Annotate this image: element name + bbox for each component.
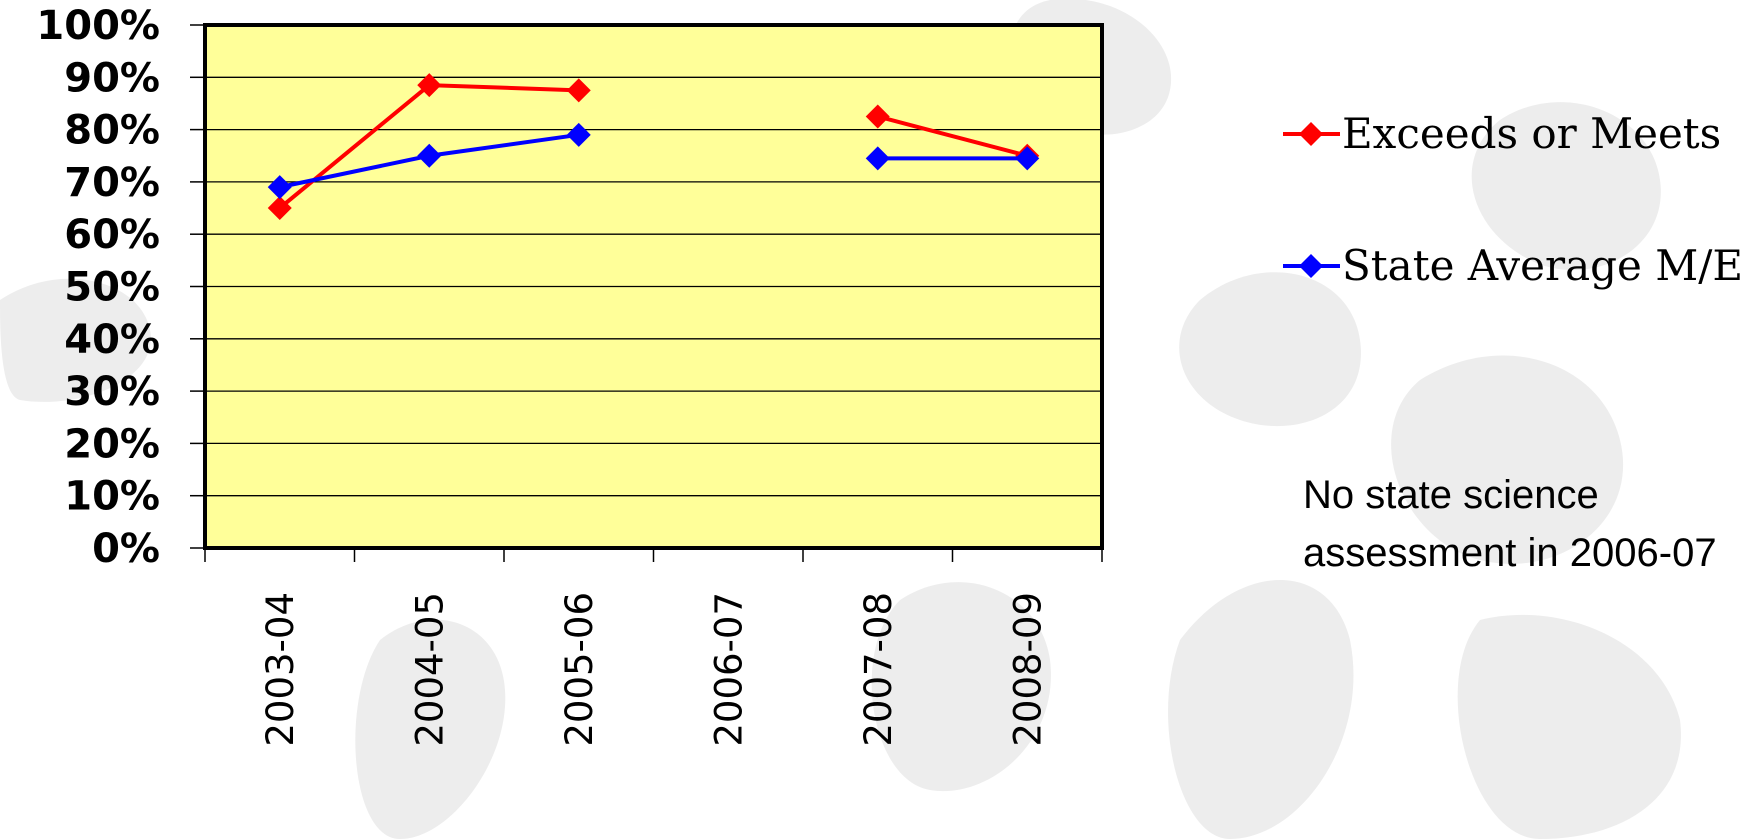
legend-label: State Average M/E	[1342, 241, 1741, 290]
y-tick-label: 10%	[64, 474, 160, 520]
background-shape	[1179, 272, 1361, 427]
background-shape	[355, 619, 506, 839]
background-shape	[1457, 614, 1681, 839]
y-tick-label: 60%	[64, 212, 160, 258]
background-shape	[1168, 580, 1354, 839]
data-point	[417, 143, 442, 168]
gridlines	[205, 76, 1102, 497]
data-point	[865, 146, 890, 171]
y-tick-label: 20%	[64, 421, 160, 467]
background-shape	[1471, 102, 1661, 271]
data-point	[566, 78, 591, 103]
y-tick-label: 70%	[64, 160, 160, 206]
series-layer	[267, 73, 1040, 221]
x-tick-label: 2007-08	[857, 592, 900, 747]
legend-marker	[1299, 122, 1323, 146]
x-tick-label: 2008-09	[1006, 592, 1049, 747]
y-tick-label: 50%	[64, 265, 160, 311]
y-tick-label: 100%	[36, 3, 160, 49]
legend-item: State Average M/E	[1283, 241, 1741, 290]
data-point	[1015, 146, 1040, 171]
data-point	[865, 104, 890, 129]
legend-marker	[1299, 254, 1323, 278]
plot-border	[203, 23, 1104, 550]
series-exceeds-or-meets	[267, 73, 1040, 221]
series-state-average-m-e	[267, 122, 1040, 200]
x-tick-label: 2004-05	[408, 592, 451, 747]
background-shape	[871, 582, 1051, 792]
y-tick-label: 30%	[64, 369, 160, 415]
y-tick-label: 40%	[64, 317, 160, 363]
data-point	[566, 122, 591, 147]
series-line	[877, 114, 1028, 158]
y-tick-label: 90%	[64, 55, 160, 101]
x-tick-label: 2003-04	[259, 592, 302, 747]
legend: Exceeds or Meets State Average M/E	[1283, 109, 1741, 290]
legend-item: Exceeds or Meets	[1283, 109, 1721, 158]
x-tick-label: 2006-07	[707, 592, 750, 747]
chart-note: No state science assessment in 2006-07	[1303, 473, 1717, 575]
data-point	[267, 196, 292, 221]
data-point	[267, 175, 292, 200]
y-axis: 0% 10% 20% 30% 40% 50% 60% 70% 80% 90% 100%	[36, 3, 205, 572]
x-axis: 2003-04 2004-05 2005-06 2006-07 2007-08 2008-…	[204, 548, 1103, 747]
background-shape	[0, 278, 151, 402]
x-tick-label: 2005-06	[558, 592, 601, 747]
y-tick-label: 0%	[92, 526, 160, 572]
y-tick-label: 80%	[64, 108, 160, 154]
background-shape	[1391, 355, 1624, 564]
legend-label: Exceeds or Meets	[1342, 109, 1721, 158]
data-point	[417, 73, 442, 98]
